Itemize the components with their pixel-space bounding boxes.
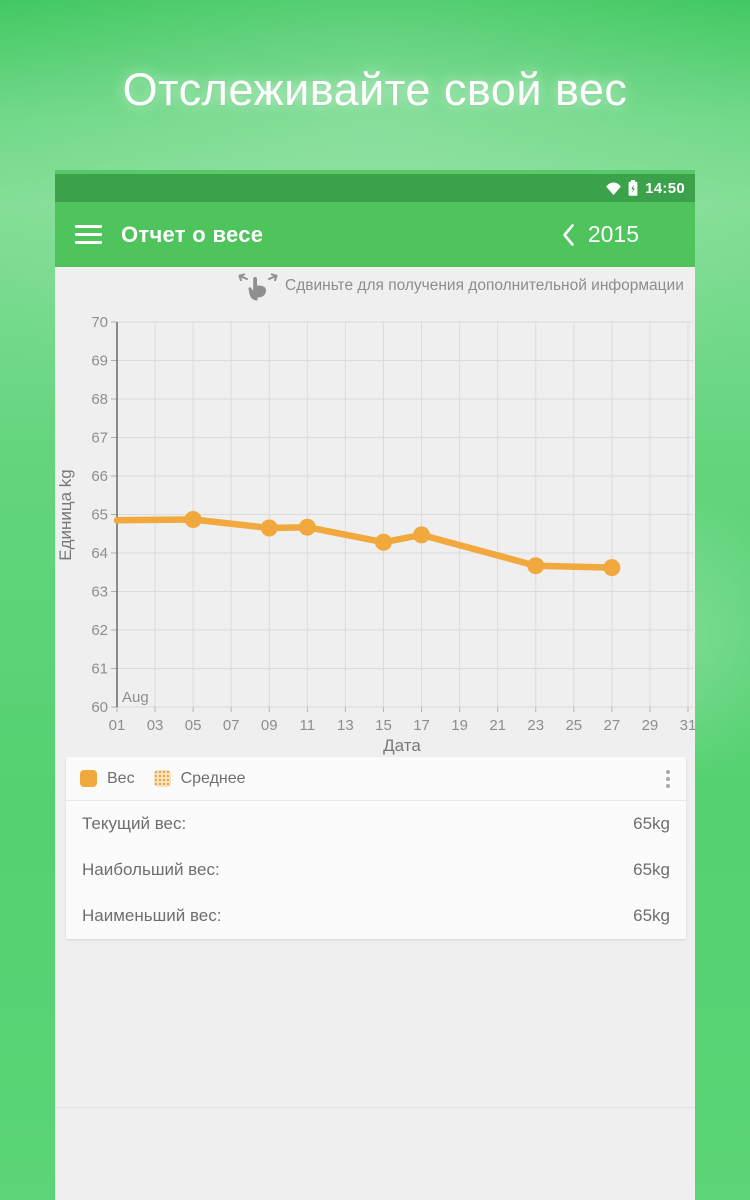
pan-hint-text: Сдвиньте для получения дополнительной ин…	[285, 277, 684, 294]
chevron-left-icon[interactable]	[561, 223, 575, 247]
phone-top-strip	[55, 170, 695, 174]
drag-hand-icon	[235, 271, 282, 301]
battery-icon	[628, 180, 638, 196]
section-divider	[55, 1107, 695, 1108]
svg-text:15: 15	[375, 717, 392, 734]
hamburger-menu-icon[interactable]	[75, 225, 102, 244]
max-weight-value: 65kg	[633, 860, 670, 879]
svg-text:09: 09	[261, 717, 278, 734]
svg-text:07: 07	[223, 717, 240, 734]
chart-legend: Вес Среднее	[66, 757, 686, 801]
svg-text:64: 64	[91, 545, 108, 562]
svg-text:19: 19	[451, 717, 468, 734]
svg-text:Aug: Aug	[122, 689, 149, 706]
svg-text:13: 13	[337, 717, 354, 734]
min-weight-row: Наименьший вес: 65kg	[66, 893, 686, 939]
status-bar: 14:50	[55, 174, 695, 202]
svg-text:11: 11	[300, 717, 316, 734]
weight-chart[interactable]: 60 61 62 63 64 65 66 67 68 69 70 01 03 05 07 09 11 13 15 17…	[55, 300, 695, 755]
svg-text:03: 03	[147, 717, 164, 734]
svg-text:68: 68	[91, 391, 108, 408]
clock-time: 14:50	[645, 179, 685, 197]
svg-text:67: 67	[91, 430, 108, 447]
min-weight-value: 65kg	[633, 906, 670, 925]
current-weight-row: Текущий вес: 65kg	[66, 801, 686, 847]
svg-text:21: 21	[489, 717, 506, 734]
svg-text:63: 63	[91, 584, 108, 601]
app-content: Сдвиньте для получения дополнительной ин…	[55, 267, 695, 1200]
svg-text:27: 27	[604, 717, 621, 734]
svg-text:62: 62	[91, 622, 108, 639]
pan-hint: Сдвиньте для получения дополнительной ин…	[235, 269, 684, 303]
svg-text:66: 66	[91, 468, 108, 485]
svg-text:31: 31	[680, 717, 695, 734]
average-series-swatch	[153, 770, 171, 787]
year-selector[interactable]: 2015	[561, 221, 695, 248]
svg-text:17: 17	[413, 717, 430, 734]
svg-text:23: 23	[527, 717, 544, 734]
svg-text:70: 70	[91, 314, 108, 331]
svg-text:01: 01	[109, 717, 126, 734]
year-label: 2015	[587, 221, 639, 247]
svg-text:Единица kg: Единица kg	[56, 469, 75, 561]
weight-series-label: Вес	[107, 769, 135, 787]
svg-text:25: 25	[565, 717, 582, 734]
max-weight-row: Наибольший вес: 65kg	[66, 847, 686, 893]
svg-text:29: 29	[642, 717, 659, 734]
kebab-menu-icon[interactable]	[664, 766, 672, 792]
svg-text:05: 05	[185, 717, 202, 734]
page-title: Отслеживайте свой вес	[122, 64, 628, 115]
svg-text:60: 60	[91, 699, 108, 716]
svg-text:61: 61	[91, 661, 108, 678]
max-weight-label: Наибольший вес:	[82, 860, 220, 879]
svg-text:69: 69	[91, 353, 108, 370]
average-series-label: Среднее	[180, 769, 246, 787]
weight-series-swatch	[80, 770, 97, 787]
phone-mockup: 14:50 Отчет о весе 2015	[55, 170, 695, 1200]
svg-text:65: 65	[91, 507, 108, 524]
app-bar-title: Отчет о весе	[121, 221, 264, 247]
wifi-icon	[606, 182, 621, 195]
app-bar: Отчет о весе 2015	[55, 202, 695, 267]
current-weight-value: 65kg	[633, 814, 670, 833]
min-weight-label: Наименьший вес:	[82, 906, 222, 925]
summary-card: Вес Среднее Текущий вес: 65kg Наибольший…	[66, 757, 686, 939]
svg-text:Дата: Дата	[383, 736, 421, 755]
current-weight-label: Текущий вес:	[82, 814, 187, 833]
